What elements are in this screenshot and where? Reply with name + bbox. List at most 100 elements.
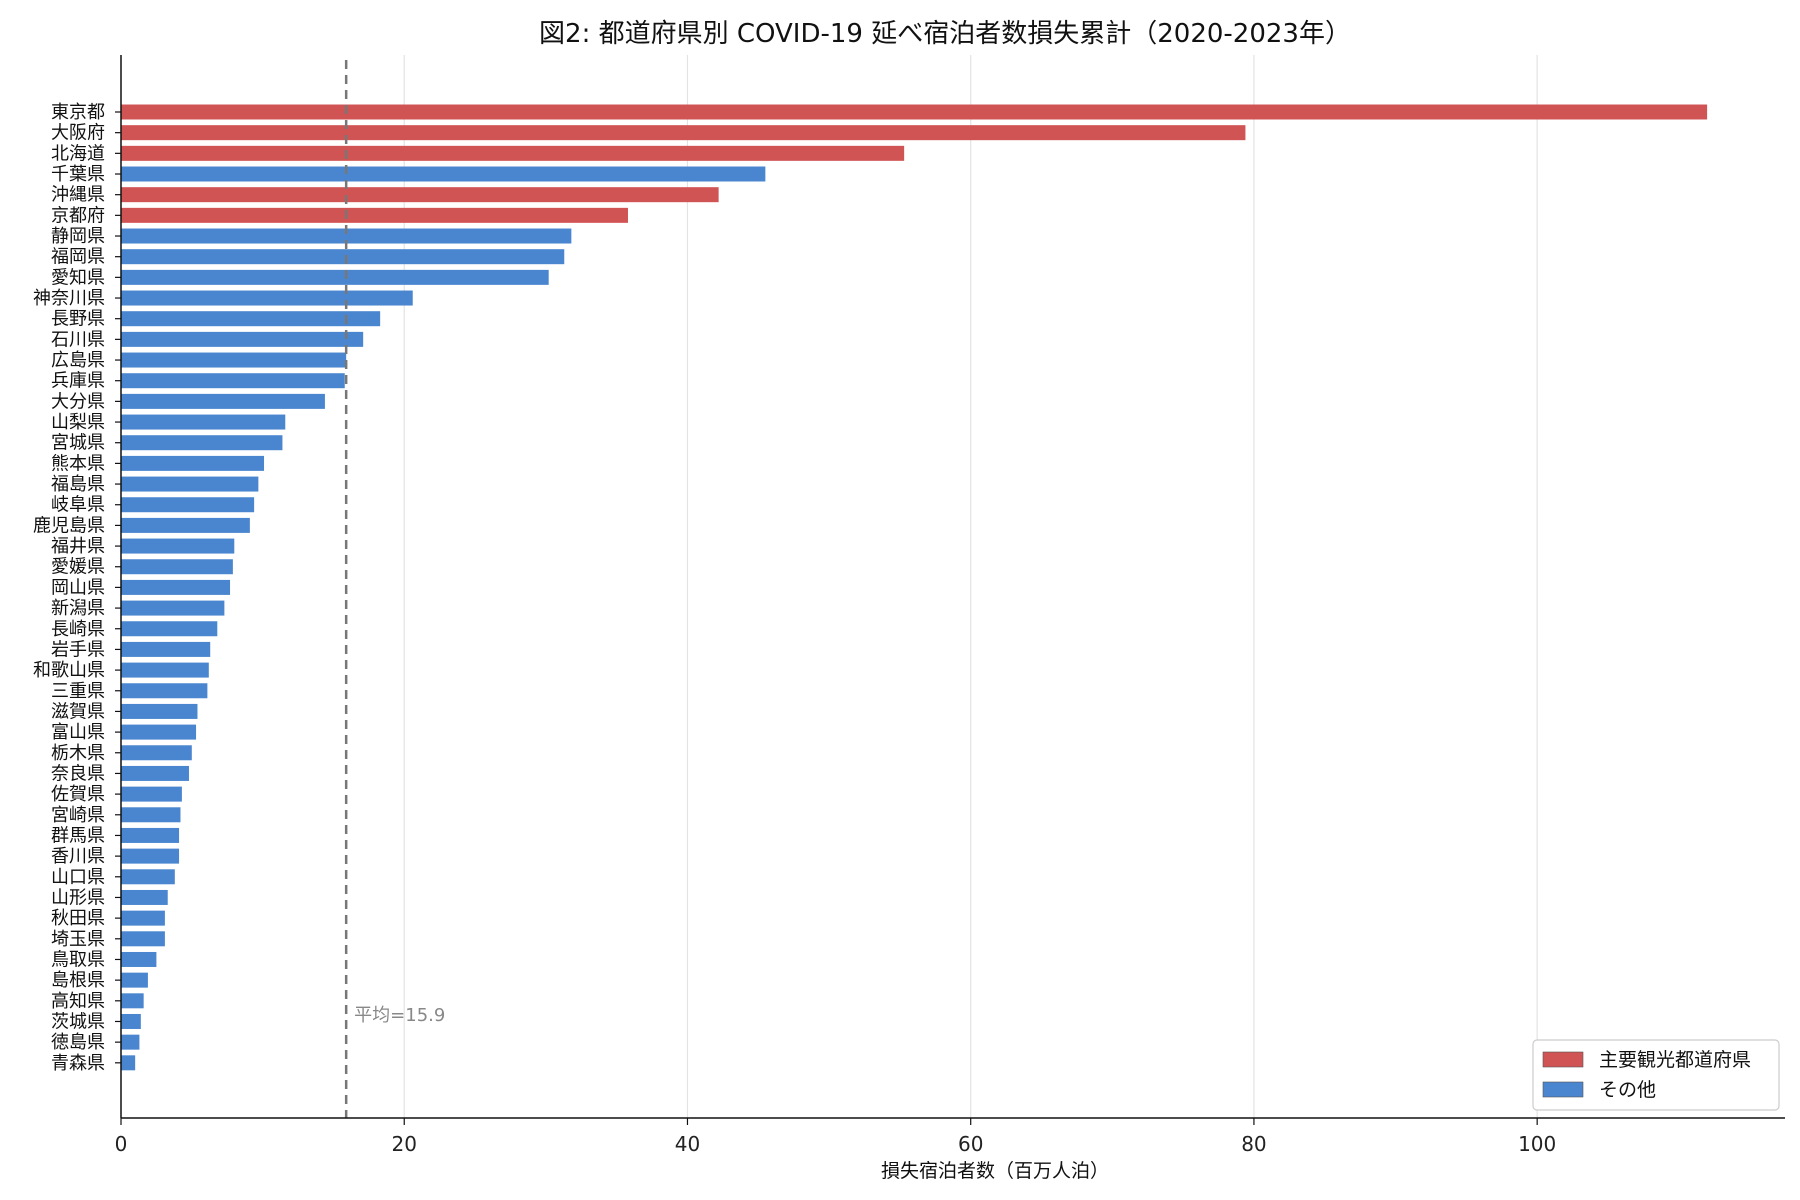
category-label: 和歌山県 (33, 660, 105, 681)
category-label: 福井県 (51, 536, 105, 557)
grid-lines (403, 55, 1538, 1118)
category-label: 鳥取県 (51, 949, 105, 970)
category-label: 大分県 (51, 391, 105, 412)
bar-愛媛県 (121, 559, 233, 575)
category-label: 宮崎県 (51, 805, 105, 826)
x-axis-label: 損失宿泊者数（百万人泊） (881, 1160, 1109, 1182)
bar-福岡県 (121, 249, 565, 265)
bar-香川県 (121, 848, 180, 864)
bar-滋賀県 (121, 703, 198, 719)
bar-栃木県 (121, 745, 192, 761)
x-tick-label: 0 (115, 1132, 128, 1156)
bar-東京都 (121, 104, 1708, 120)
bars (121, 104, 1708, 1071)
bar-奈良県 (121, 765, 189, 781)
bar-新潟県 (121, 600, 225, 616)
bar-宮崎県 (121, 807, 181, 823)
bar-広島県 (121, 352, 347, 368)
category-label: 岐阜県 (51, 495, 105, 516)
category-label: 宮城県 (51, 433, 105, 454)
category-label: 岩手県 (51, 639, 105, 660)
bar-山梨県 (121, 414, 286, 430)
bar-長野県 (121, 311, 381, 327)
category-label: 徳島県 (51, 1032, 105, 1053)
chart-title: 図2: 都道府県別 COVID-19 延べ宿泊者数損失累計（2020-2023年… (539, 19, 1351, 49)
bar-北海道 (121, 145, 905, 161)
legend-box (1532, 1039, 1780, 1111)
category-label: 千葉県 (51, 164, 105, 185)
category-label: 愛知県 (51, 267, 105, 288)
bar-岩手県 (121, 641, 211, 657)
bar-埼玉県 (121, 931, 165, 947)
category-labels: 東京都大阪府北海道千葉県沖縄県京都府静岡県福岡県愛知県神奈川県長野県石川県広島県… (33, 102, 121, 1074)
category-label: 愛媛県 (51, 557, 105, 578)
category-label: 沖縄県 (51, 185, 105, 206)
bar-佐賀県 (121, 786, 182, 802)
category-label: 静岡県 (51, 226, 105, 247)
category-label: 青森県 (51, 1053, 105, 1074)
bar-岡山県 (121, 579, 231, 595)
bar-京都府 (121, 207, 628, 223)
category-label: 新潟県 (51, 598, 105, 619)
bar-長崎県 (121, 621, 218, 637)
bar-山形県 (121, 889, 168, 905)
legend-label: その他 (1599, 1079, 1656, 1101)
bar-和歌山県 (121, 662, 209, 678)
category-label: 群馬県 (51, 825, 105, 846)
category-label: 秋田県 (51, 908, 105, 929)
bar-富山県 (121, 724, 197, 740)
bar-千葉県 (121, 166, 766, 182)
bar-徳島県 (121, 1034, 140, 1050)
category-label: 富山県 (51, 722, 105, 743)
x-tick-label: 60 (958, 1132, 983, 1156)
category-label: 茨城県 (51, 1011, 105, 1032)
bar-兵庫県 (121, 373, 345, 389)
x-tick-label: 40 (675, 1132, 700, 1156)
category-label: 埼玉県 (51, 929, 105, 950)
category-label: 鹿児島県 (33, 515, 105, 536)
mean-line-group: 平均=15.9 (344, 60, 445, 1118)
bar-秋田県 (121, 910, 165, 926)
category-label: 香川県 (51, 846, 105, 867)
category-label: 滋賀県 (51, 701, 105, 722)
bar-熊本県 (121, 455, 265, 471)
bar-沖縄県 (121, 187, 719, 203)
legend-swatch-other (1542, 1081, 1584, 1098)
category-label: 兵庫県 (51, 371, 105, 392)
category-label: 北海道 (51, 143, 105, 164)
x-tick-label: 100 (1518, 1132, 1556, 1156)
legend-swatch-major (1542, 1051, 1584, 1068)
legend-label: 主要観光都道府県 (1599, 1049, 1751, 1071)
category-label: 東京都 (51, 102, 105, 123)
x-tick-label: 20 (392, 1132, 417, 1156)
bar-茨城県 (121, 1013, 141, 1029)
category-label: 山口県 (51, 867, 105, 888)
category-label: 佐賀県 (51, 784, 105, 805)
bar-鹿児島県 (121, 517, 250, 533)
bar-青森県 (121, 1055, 136, 1071)
category-label: 山梨県 (51, 412, 105, 433)
bar-三重県 (121, 683, 208, 699)
category-label: 山形県 (51, 887, 105, 908)
bar-福島県 (121, 476, 259, 492)
bar-大阪府 (121, 125, 1246, 141)
mean-label: 平均=15.9 (354, 1005, 445, 1026)
bar-高知県 (121, 993, 144, 1009)
bar-群馬県 (121, 827, 180, 843)
category-label: 神奈川県 (33, 288, 105, 309)
category-label: 広島県 (51, 350, 105, 371)
category-label: 石川県 (51, 329, 105, 350)
category-label: 高知県 (51, 991, 105, 1012)
bar-鳥取県 (121, 951, 157, 967)
bar-大分県 (121, 393, 325, 409)
category-label: 熊本県 (51, 453, 105, 474)
bar-石川県 (121, 331, 364, 347)
bar-静岡県 (121, 228, 572, 244)
bar-岐阜県 (121, 497, 255, 513)
axes (120, 55, 1785, 1119)
category-label: 大阪府 (51, 123, 105, 144)
x-tick-label: 80 (1241, 1132, 1266, 1156)
bar-山口県 (121, 869, 175, 885)
